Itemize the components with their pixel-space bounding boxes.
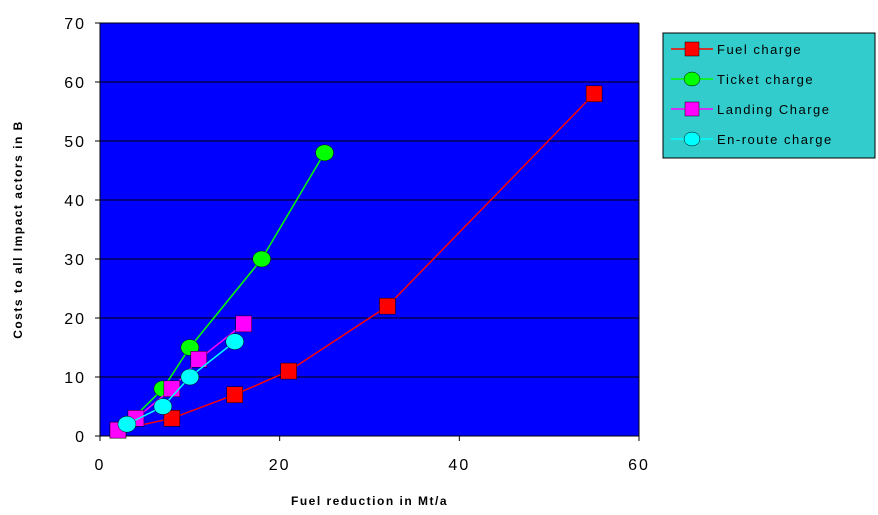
legend-item: Ticket charge	[671, 71, 814, 87]
legend: Fuel charge Ticket charge Landing Charge En…	[662, 32, 876, 159]
x-tick-label: 60	[628, 457, 650, 474]
y-tick-label: 40	[64, 193, 86, 210]
x-tick-label: 20	[269, 457, 291, 474]
data-point	[235, 315, 252, 333]
gridlines	[100, 22, 640, 436]
axes	[95, 22, 640, 441]
x-tick-label: 0	[95, 457, 106, 474]
data-point	[585, 85, 603, 103]
x-tick-label: 40	[448, 457, 470, 474]
legend-label: Landing Charge	[717, 102, 831, 117]
data-point	[163, 410, 181, 427]
y-tick-label: 70	[64, 16, 86, 33]
x-axis-title: Fuel reduction in Mt/a	[291, 494, 448, 508]
legend-label: En-route charge	[717, 132, 833, 147]
series-line	[117, 93, 595, 431]
data-point	[190, 351, 208, 368]
legend-item: En-route charge	[671, 131, 833, 147]
plot-area	[100, 23, 639, 436]
legend-swatch-marker	[684, 41, 700, 57]
data-point	[315, 144, 334, 162]
y-tick-label: 0	[75, 429, 86, 446]
data-point	[163, 380, 181, 398]
data-point	[379, 297, 396, 315]
legend-item: Fuel charge	[671, 41, 802, 57]
series-layer	[109, 85, 603, 439]
data-point	[225, 333, 244, 350]
legend-item: Landing Charge	[671, 101, 831, 117]
data-point	[153, 398, 173, 415]
series-line	[126, 341, 236, 425]
y-tick-label: 10	[64, 370, 86, 387]
legend-label: Ticket charge	[717, 72, 814, 87]
y-axis-title: Costs to all Impact actors in B	[11, 120, 25, 339]
y-tick-label: 50	[64, 134, 86, 151]
y-tick-label: 20	[64, 311, 86, 328]
data-point	[180, 368, 200, 386]
legend-swatch-marker	[684, 101, 700, 117]
data-point	[252, 250, 271, 268]
tick-labels: 0 10 20 30 40 50 60 70 0 20 40 60	[64, 16, 650, 474]
data-point	[117, 415, 137, 433]
legend-swatch-marker	[683, 131, 701, 147]
y-tick-label: 30	[64, 252, 86, 269]
series-3	[117, 333, 244, 433]
data-point	[280, 362, 297, 380]
data-point	[226, 386, 243, 403]
y-tick-label: 60	[64, 75, 86, 92]
legend-label: Fuel charge	[717, 42, 802, 57]
legend-swatch-marker	[683, 71, 701, 87]
